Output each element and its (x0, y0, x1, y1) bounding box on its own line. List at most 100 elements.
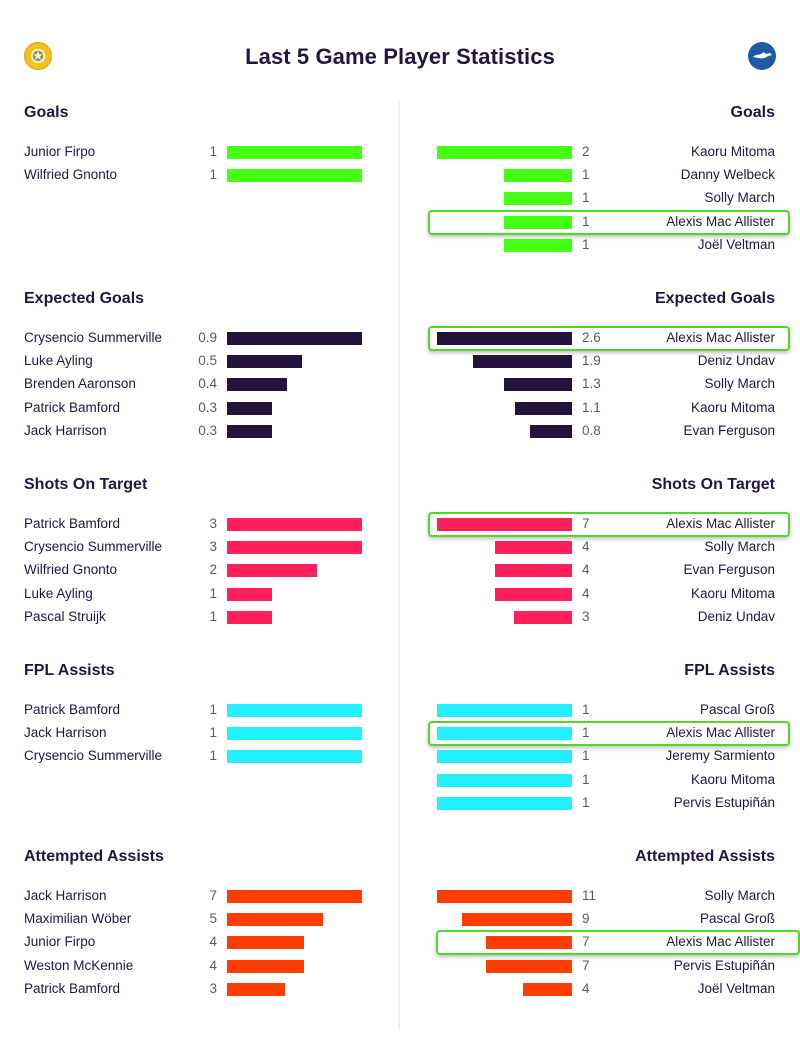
stat-value: 1 (582, 190, 590, 206)
player-row: Patrick Bamford 0.3 (0, 397, 400, 420)
section-title: Expected Goals (24, 290, 145, 307)
player-name: Solly March (704, 376, 775, 392)
stat-value: 5 (209, 911, 217, 927)
leeds-badge-icon: ✪ (24, 42, 52, 70)
player-name: Jack Harrison (24, 725, 107, 741)
stat-bar (495, 541, 572, 555)
stat-bar (437, 518, 572, 531)
player-name: Crysencio Summerville (24, 539, 163, 555)
player-row: Maximilian Wöber 5 (0, 908, 400, 931)
stat-bar (437, 773, 572, 787)
player-name: Alexis Mac Allister (666, 934, 775, 950)
stat-value: 1.9 (582, 353, 601, 369)
stat-section-fpl-assists: FPL Assists Pascal Groß 1 Alexis Mac Allist… (400, 662, 800, 848)
player-name: Kaoru Mitoma (690, 144, 775, 159)
stat-value: 1.1 (582, 399, 601, 415)
page-title: Last 5 Game Player Statistics (245, 44, 555, 69)
stat-section-shots-on-target: Shots On Target Patrick Bamford 3 Crysencio… (0, 476, 400, 662)
stat-section-goals: Goals Junior Firpo 1 Wilfried Gnonto 1 (0, 104, 400, 290)
section-title: FPL Assists (684, 662, 775, 679)
stat-bar (227, 587, 272, 601)
player-name: Brenden Aaronson (24, 376, 136, 392)
brighton-badge-icon (748, 42, 776, 70)
player-name: Evan Ferguson (683, 422, 775, 438)
stat-bar (227, 169, 362, 183)
stat-bar (227, 378, 287, 392)
stat-bar (515, 401, 572, 415)
stat-bar (227, 401, 272, 415)
section-title: Attempted Assists (24, 848, 164, 865)
player-name: Pascal Groß (699, 911, 775, 927)
stat-bar (227, 890, 362, 903)
player-name: Solly March (704, 190, 775, 206)
stat-bar (227, 610, 272, 624)
player-name: Evan Ferguson (683, 562, 775, 578)
player-row: Alexis Mac Allister 1 (400, 722, 800, 745)
stat-section-attempted-assists: Attempted Assists Solly March 11 Pascal Gro… (400, 848, 800, 1034)
player-name: Joël Veltman (697, 980, 775, 996)
player-name: Alexis Mac Allister (666, 725, 775, 741)
stat-value: 3 (209, 539, 217, 555)
player-row: Alexis Mac Allister 1 (400, 211, 800, 234)
player-row: Brenden Aaronson 0.4 (0, 373, 400, 396)
stat-bar (504, 169, 572, 183)
stat-bar (227, 913, 323, 927)
player-row: Junior Firpo 4 (0, 931, 400, 954)
stat-value: 1 (209, 608, 217, 624)
stat-bar (437, 727, 572, 741)
player-row: Kaoru Mitoma 1.1 (400, 397, 800, 420)
stat-value: 4 (582, 539, 590, 555)
player-row: Solly March 11 (400, 885, 800, 908)
stat-bar (227, 146, 362, 159)
stat-bar (504, 192, 572, 206)
stat-section-expected-goals: Expected Goals Crysencio Summerville 0.9 Lu… (0, 290, 400, 476)
player-row: Evan Ferguson 0.8 (400, 420, 800, 443)
stat-bar (437, 750, 572, 764)
stat-bar (227, 541, 362, 555)
stat-bar (495, 587, 572, 601)
player-name: Alexis Mac Allister (666, 516, 775, 531)
stat-section-fpl-assists: FPL Assists Patrick Bamford 1 Jack Harrison… (0, 662, 400, 848)
player-row: Jack Harrison 0.3 (0, 420, 400, 443)
stat-bar (504, 215, 572, 229)
stat-bar (227, 518, 362, 531)
stat-value: 0.8 (582, 422, 601, 438)
player-name: Kaoru Mitoma (690, 771, 775, 787)
stat-value: 1 (209, 702, 217, 717)
player-name: Junior Firpo (24, 934, 96, 950)
stat-bar (437, 890, 572, 903)
player-name: Jack Harrison (24, 422, 107, 438)
player-name: Patrick Bamford (24, 980, 121, 996)
center-divider (398, 100, 400, 1030)
stat-bar (227, 355, 302, 369)
stat-value: 1 (582, 167, 590, 183)
stat-bar (437, 332, 572, 345)
player-row: Deniz Undav 3 (400, 606, 800, 629)
stat-value: 1 (209, 748, 217, 764)
section-title: Expected Goals (654, 290, 775, 307)
stat-value: 4 (582, 585, 590, 601)
section-title: Shots On Target (651, 476, 775, 493)
player-name: Pervis Estupiñán (673, 794, 775, 810)
stat-value: 1 (209, 167, 217, 183)
player-name: Deniz Undav (697, 353, 775, 369)
stat-bar (486, 959, 572, 973)
player-row: Kaoru Mitoma 1 (400, 769, 800, 792)
stat-value: 2 (582, 144, 590, 159)
player-name: Crysencio Summerville (24, 330, 163, 345)
player-name: Wilfried Gnonto (24, 562, 118, 578)
stat-section-goals: Goals Kaoru Mitoma 2 Danny Welbeck 1 Solly Ma… (400, 104, 800, 290)
player-row: Jeremy Sarmiento 1 (400, 745, 800, 768)
stat-value: 4 (209, 957, 217, 973)
stat-value: 0.3 (198, 399, 217, 415)
player-row: Solly March 4 (400, 536, 800, 559)
player-row: Weston McKennie 4 (0, 955, 400, 978)
stat-value: 1 (209, 144, 217, 159)
section-title: Shots On Target (24, 476, 148, 493)
stat-value: 4 (209, 934, 217, 950)
stat-bar (504, 378, 572, 392)
stat-section-shots-on-target: Shots On Target Alexis Mac Allister 7 Solly… (400, 476, 800, 662)
stat-bar (486, 936, 572, 950)
stat-bar (227, 959, 304, 973)
player-name: Luke Ayling (24, 353, 93, 369)
